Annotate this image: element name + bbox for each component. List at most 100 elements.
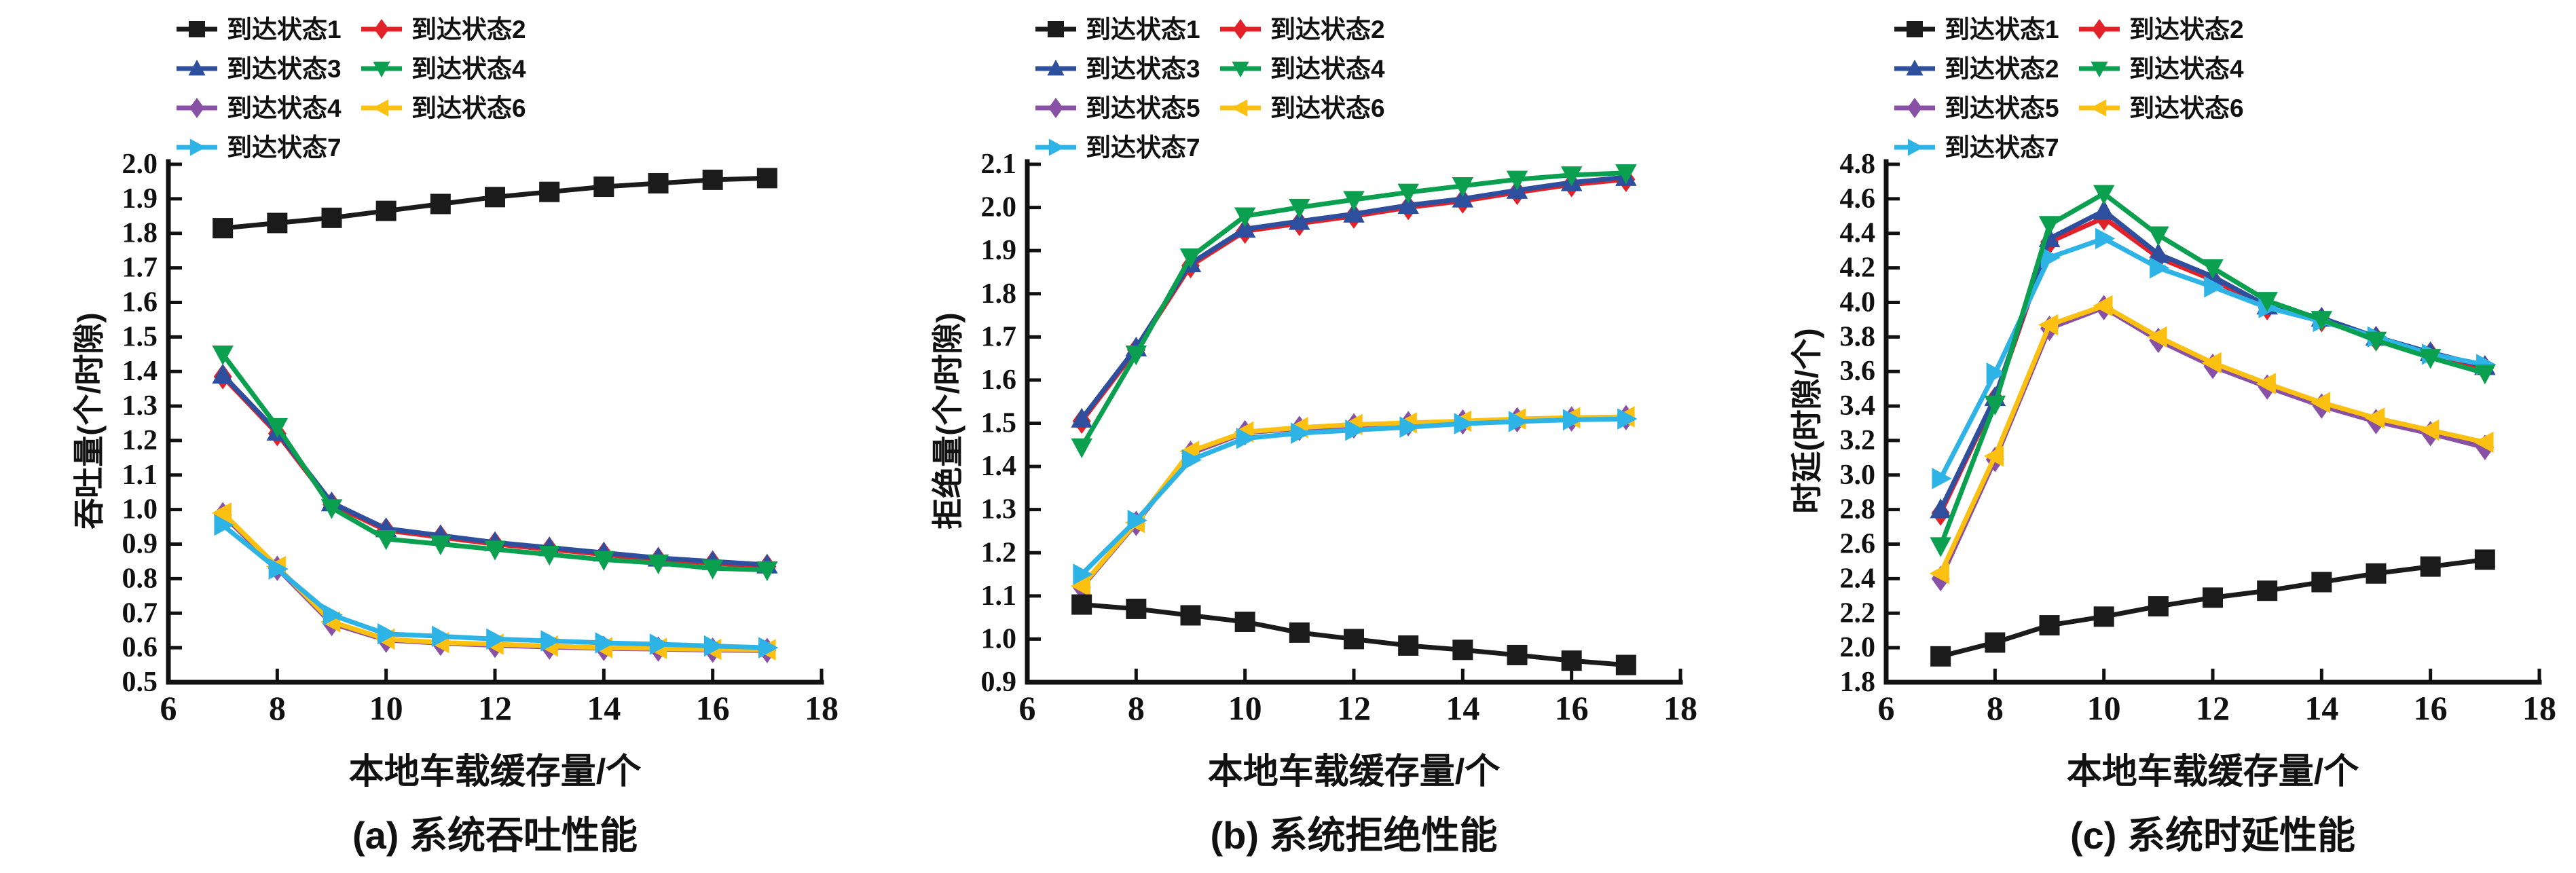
triangle-down-marker bbox=[1397, 183, 1419, 204]
y-tick-label: 1.7 bbox=[981, 321, 1017, 352]
triangle-right-marker bbox=[1291, 422, 1311, 444]
y-tick-label: 0.8 bbox=[122, 563, 158, 594]
triangle-down-marker bbox=[1125, 346, 1147, 366]
square-marker bbox=[1126, 598, 1147, 619]
legend-label: 到达状态3 bbox=[227, 54, 342, 83]
triangle-right-marker bbox=[1617, 408, 1638, 430]
square-marker bbox=[2039, 615, 2060, 636]
tick-marks bbox=[166, 162, 824, 684]
square-marker bbox=[267, 212, 288, 234]
diamond-legend-icon bbox=[177, 98, 217, 118]
triangle-down-marker bbox=[538, 546, 560, 566]
y-tick-label: 2.0 bbox=[981, 192, 1017, 223]
triangle-left-marker bbox=[2201, 352, 2222, 374]
triangle-down-marker bbox=[1506, 170, 1528, 191]
legend-b: 到达状态1 到达状态3 到达状态5 到达状态7 到达状态2 到达状态4 到达状态6 bbox=[1034, 10, 1385, 167]
caption-a: (a) 系统吞吐性能 bbox=[352, 814, 638, 857]
diamond-legend-icon bbox=[1894, 98, 1935, 118]
x-tick-label: 6 bbox=[1019, 689, 1036, 727]
triangle-left-icon bbox=[372, 99, 389, 117]
triangle-right-marker bbox=[2204, 276, 2224, 298]
y-tick-label: 2.4 bbox=[1840, 563, 1876, 594]
tick-labels: 1.8 2.02.22.42.6 2.83.0 3.23.43.6 3.84.04.2 4… bbox=[1840, 149, 2557, 727]
square-marker bbox=[1289, 622, 1310, 643]
legend-item-s6: 到达状态6 bbox=[2078, 94, 2244, 122]
y-tick-label: 4.0 bbox=[1840, 286, 1876, 318]
triangle-right-marker bbox=[268, 558, 289, 580]
square-marker bbox=[2148, 596, 2169, 617]
triangle-up-legend-icon bbox=[177, 59, 217, 76]
legend-label: 到达状态4 bbox=[2129, 54, 2244, 83]
x-tick-label: 18 bbox=[1663, 689, 1697, 727]
triangle-down-marker bbox=[2311, 311, 2333, 331]
caption-c: (c) 系统时延性能 bbox=[2070, 814, 2355, 857]
x-tick-label: 14 bbox=[2304, 689, 2338, 727]
square-marker bbox=[2257, 580, 2278, 601]
triangle-down-marker bbox=[2419, 349, 2442, 369]
square-marker bbox=[2366, 563, 2387, 584]
triangle-down-marker bbox=[1179, 248, 1202, 269]
triangle-right-legend-icon bbox=[1035, 138, 1076, 156]
x-tick-label: 12 bbox=[478, 689, 512, 727]
y-axis-title-a: 吞吐量(个/时隙) bbox=[71, 312, 107, 530]
square-legend-icon bbox=[1035, 21, 1076, 37]
triangle-down-icon bbox=[373, 61, 390, 78]
triangle-down-marker bbox=[430, 535, 452, 556]
square-icon bbox=[1907, 21, 1923, 37]
y-tick-label: 4.8 bbox=[1840, 149, 1876, 180]
y-tick-label: 1.7 bbox=[122, 253, 158, 284]
legend-a: 到达状态1 到达状态3 到达状态4 到达状态7 到达状态2 到达状态4 到达状态6 bbox=[175, 10, 526, 167]
y-tick-label: 2.0 bbox=[122, 149, 158, 180]
square-marker bbox=[1930, 646, 1951, 667]
triangle-right-marker bbox=[1986, 362, 2006, 384]
legend-label: 到达状态3 bbox=[1086, 54, 1200, 83]
triangle-down-marker bbox=[647, 554, 669, 575]
legend-label: 到达状态1 bbox=[227, 15, 342, 43]
y-tick-label: 3.4 bbox=[1840, 390, 1876, 422]
square-marker bbox=[593, 177, 614, 198]
square-legend-icon bbox=[177, 21, 217, 37]
triangle-right-icon bbox=[1907, 138, 1924, 156]
y-tick-label: 2.0 bbox=[1840, 632, 1876, 663]
triangle-right-marker bbox=[1073, 563, 1093, 585]
diamond-icon bbox=[1048, 98, 1063, 118]
caption-b: (b) 系统拒绝性能 bbox=[1210, 814, 1498, 857]
triangle-right-marker bbox=[649, 633, 669, 655]
triangle-down-marker bbox=[593, 551, 615, 571]
triangle-down-marker bbox=[484, 540, 506, 561]
triangle-left-marker bbox=[1070, 575, 1090, 597]
series-s7-到达状态7 bbox=[214, 514, 779, 658]
diamond-icon bbox=[374, 19, 389, 39]
triangle-right-marker bbox=[2095, 227, 2116, 250]
triangle-down-icon bbox=[2091, 61, 2108, 78]
triangle-up-marker bbox=[1930, 498, 1951, 519]
square-marker bbox=[485, 187, 505, 208]
triangle-right-marker bbox=[1399, 416, 1420, 438]
triangle-right-marker bbox=[540, 630, 561, 652]
square-marker bbox=[2420, 556, 2441, 577]
square-icon bbox=[189, 21, 205, 37]
legend-label: 到达状态2 bbox=[1945, 54, 2059, 83]
legend-item-s7: 到达状态7 bbox=[1034, 134, 1219, 161]
square-marker bbox=[1561, 650, 1582, 671]
diamond-legend-icon bbox=[2079, 19, 2120, 39]
legend-item-s5: 到达状态5 bbox=[1034, 94, 1219, 122]
legend-item-s2: 到达状态2 bbox=[1219, 16, 1385, 43]
triangle-right-icon bbox=[189, 138, 206, 156]
y-tick-label: 4.4 bbox=[1840, 218, 1876, 249]
triangle-left-marker bbox=[2256, 373, 2276, 394]
x-tick-label: 8 bbox=[1128, 689, 1145, 727]
legend-item-s1: 到达状态1 bbox=[1893, 16, 2078, 43]
chart-panel-a: 0.5 0.6 0.7 0.8 0.9 1.0 1.1 1.2 1.3 1.4 1.5 1.6 1.7 1… bbox=[0, 0, 859, 873]
x-tick-label: 14 bbox=[587, 689, 621, 727]
square-marker bbox=[1071, 594, 1092, 615]
triangle-left-marker bbox=[2365, 407, 2385, 429]
triangle-right-marker bbox=[2040, 246, 2061, 269]
triangle-down-marker bbox=[266, 417, 289, 439]
square-marker bbox=[1615, 654, 1636, 675]
legend-label: 到达状态2 bbox=[2129, 15, 2244, 43]
y-tick-label: 1.2 bbox=[981, 537, 1017, 568]
square-marker bbox=[213, 218, 234, 239]
triangle-right-icon bbox=[1048, 138, 1065, 156]
